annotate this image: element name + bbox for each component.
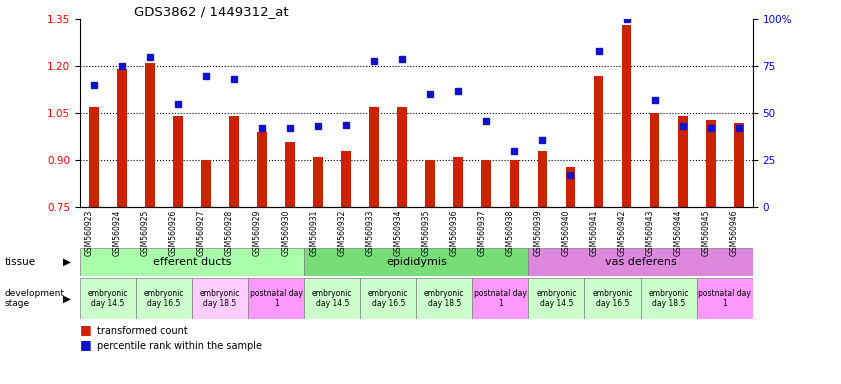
Text: tissue: tissue bbox=[4, 257, 35, 267]
Bar bbox=[528, 248, 753, 276]
Text: ▶: ▶ bbox=[63, 257, 71, 267]
Bar bbox=[360, 278, 416, 319]
Bar bbox=[313, 157, 323, 207]
Bar bbox=[173, 116, 183, 207]
Bar bbox=[341, 151, 352, 207]
Text: GSM560929: GSM560929 bbox=[253, 209, 262, 256]
Bar bbox=[229, 116, 239, 207]
Bar bbox=[696, 278, 753, 319]
Text: postnatal day
1: postnatal day 1 bbox=[250, 289, 303, 308]
Text: epididymis: epididymis bbox=[386, 257, 447, 267]
Text: ▶: ▶ bbox=[63, 293, 71, 304]
Text: GSM560942: GSM560942 bbox=[617, 209, 627, 256]
Text: embryonic
day 16.5: embryonic day 16.5 bbox=[592, 289, 632, 308]
Bar bbox=[510, 161, 519, 207]
Text: GSM560936: GSM560936 bbox=[449, 209, 458, 256]
Text: postnatal day
1: postnatal day 1 bbox=[474, 289, 526, 308]
Bar bbox=[304, 248, 528, 276]
Bar bbox=[453, 157, 463, 207]
Text: GSM560932: GSM560932 bbox=[337, 209, 346, 256]
Text: GSM560930: GSM560930 bbox=[281, 209, 290, 256]
Text: embryonic
day 14.5: embryonic day 14.5 bbox=[312, 289, 352, 308]
Text: GDS3862 / 1449312_at: GDS3862 / 1449312_at bbox=[134, 5, 288, 18]
Text: development
stage: development stage bbox=[4, 289, 64, 308]
Bar bbox=[565, 167, 575, 207]
Bar bbox=[304, 278, 360, 319]
Bar bbox=[136, 278, 192, 319]
Text: postnatal day
1: postnatal day 1 bbox=[698, 289, 751, 308]
Text: GSM560939: GSM560939 bbox=[533, 209, 542, 256]
Text: embryonic
day 18.5: embryonic day 18.5 bbox=[200, 289, 241, 308]
Text: ■: ■ bbox=[80, 323, 92, 336]
Bar bbox=[117, 70, 127, 207]
Text: GSM560944: GSM560944 bbox=[674, 209, 683, 256]
Text: GSM560923: GSM560923 bbox=[85, 209, 94, 256]
Bar bbox=[257, 132, 267, 207]
Text: efferent ducts: efferent ducts bbox=[153, 257, 231, 267]
Text: transformed count: transformed count bbox=[97, 326, 188, 336]
Text: GSM560937: GSM560937 bbox=[478, 209, 486, 256]
Text: GSM560931: GSM560931 bbox=[309, 209, 318, 256]
Bar bbox=[473, 278, 528, 319]
Text: embryonic
day 16.5: embryonic day 16.5 bbox=[144, 289, 184, 308]
Text: GSM560945: GSM560945 bbox=[701, 209, 711, 256]
Bar bbox=[285, 142, 295, 207]
Bar bbox=[537, 151, 547, 207]
Bar bbox=[706, 119, 716, 207]
Text: GSM560938: GSM560938 bbox=[505, 209, 515, 256]
Text: vas deferens: vas deferens bbox=[605, 257, 676, 267]
Bar bbox=[649, 113, 659, 207]
Bar bbox=[678, 116, 688, 207]
Text: GSM560934: GSM560934 bbox=[394, 209, 402, 256]
Text: GSM560927: GSM560927 bbox=[197, 209, 206, 256]
Text: GSM560946: GSM560946 bbox=[730, 209, 738, 256]
Bar bbox=[481, 161, 491, 207]
Bar bbox=[528, 278, 584, 319]
Text: embryonic
day 14.5: embryonic day 14.5 bbox=[87, 289, 128, 308]
Text: GSM560935: GSM560935 bbox=[421, 209, 431, 256]
Bar bbox=[80, 278, 136, 319]
Bar bbox=[89, 107, 98, 207]
Text: GSM560933: GSM560933 bbox=[365, 209, 374, 256]
Bar bbox=[621, 25, 632, 207]
Bar bbox=[397, 107, 407, 207]
Bar bbox=[192, 278, 248, 319]
Bar bbox=[584, 278, 641, 319]
Bar bbox=[416, 278, 473, 319]
Text: GSM560940: GSM560940 bbox=[562, 209, 570, 256]
Text: GSM560925: GSM560925 bbox=[141, 209, 150, 256]
Text: GSM560941: GSM560941 bbox=[590, 209, 599, 256]
Bar bbox=[369, 107, 379, 207]
Bar bbox=[80, 248, 304, 276]
Bar bbox=[594, 76, 603, 207]
Text: embryonic
day 18.5: embryonic day 18.5 bbox=[648, 289, 689, 308]
Text: embryonic
day 18.5: embryonic day 18.5 bbox=[424, 289, 464, 308]
Bar bbox=[248, 278, 304, 319]
Bar bbox=[201, 161, 211, 207]
Text: GSM560926: GSM560926 bbox=[169, 209, 178, 256]
Text: GSM560943: GSM560943 bbox=[646, 209, 654, 256]
Bar bbox=[733, 123, 743, 207]
Text: embryonic
day 14.5: embryonic day 14.5 bbox=[537, 289, 577, 308]
Text: embryonic
day 16.5: embryonic day 16.5 bbox=[368, 289, 409, 308]
Text: percentile rank within the sample: percentile rank within the sample bbox=[97, 341, 262, 351]
Text: GSM560928: GSM560928 bbox=[225, 209, 234, 255]
Text: GSM560924: GSM560924 bbox=[113, 209, 122, 256]
Text: ■: ■ bbox=[80, 338, 92, 351]
Bar bbox=[426, 161, 436, 207]
Bar bbox=[641, 278, 696, 319]
Bar bbox=[145, 63, 155, 207]
